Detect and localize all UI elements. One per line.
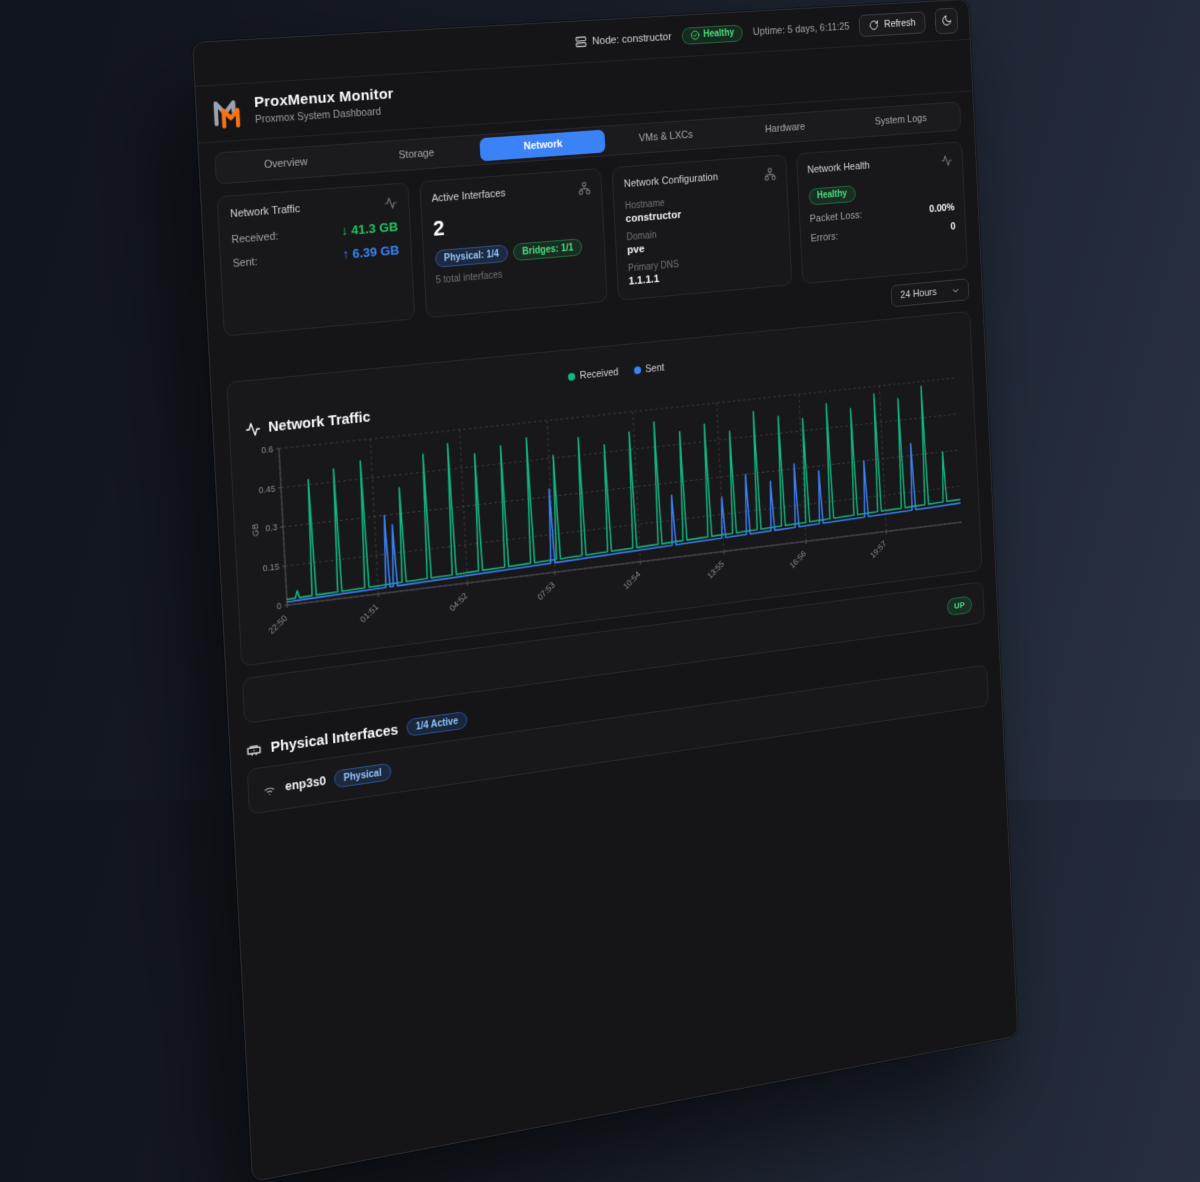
interface-name: enp3s0: [285, 774, 326, 794]
bridges-count-badge: Bridges: 1/1: [513, 238, 583, 261]
card-title: Active Interfaces: [431, 188, 506, 205]
node-label: Node: constructor: [592, 31, 672, 47]
svg-text:19:57: 19:57: [869, 539, 888, 560]
received-value: ↓ 41.3 GB: [341, 219, 398, 238]
tab-system-logs[interactable]: System Logs: [843, 105, 958, 135]
interface-type-badge: Physical: [334, 763, 391, 789]
received-dot: [568, 373, 575, 381]
chart-title: Network Traffic: [268, 409, 371, 436]
tab-hardware[interactable]: Hardware: [725, 113, 844, 144]
legend-sent: Sent: [634, 362, 665, 376]
proxmenux-logo: [211, 94, 246, 130]
svg-text:13:55: 13:55: [706, 559, 726, 581]
node-indicator: Node: constructor: [575, 30, 672, 48]
interface-count: 2: [433, 204, 593, 242]
time-range-select[interactable]: 24 Hours: [891, 278, 970, 307]
activity-icon: [245, 420, 261, 437]
network-icon: [578, 181, 591, 195]
svg-text:04:52: 04:52: [448, 591, 470, 613]
errors-label: Errors:: [810, 231, 838, 244]
tab-storage[interactable]: Storage: [351, 138, 481, 170]
active-count-badge: 1/4 Active: [406, 711, 468, 737]
health-status-badge: Healthy: [808, 185, 855, 205]
sent-dot: [634, 366, 641, 374]
dark-mode-toggle[interactable]: [934, 7, 958, 34]
card-title: Network Configuration: [624, 172, 719, 190]
up-status-badge: UP: [946, 595, 972, 616]
health-badge: Healthy: [681, 24, 743, 44]
svg-text:0: 0: [276, 601, 281, 612]
network-health-card: Network Health Healthy Packet Loss: 0.00…: [796, 141, 968, 284]
svg-text:22:50: 22:50: [267, 613, 290, 636]
refresh-button[interactable]: Refresh: [859, 11, 926, 37]
activity-icon: [383, 196, 397, 211]
svg-text:07:53: 07:53: [536, 580, 557, 602]
tab-network[interactable]: Network: [480, 130, 606, 162]
legend-received: Received: [568, 367, 619, 383]
sent-value: ↑ 6.39 GB: [342, 243, 399, 262]
card-title: Network Traffic: [230, 203, 300, 220]
activity-icon: [941, 154, 953, 168]
svg-text:0.15: 0.15: [262, 562, 279, 574]
card-title: Network Health: [807, 160, 870, 176]
check-circle-icon: [690, 30, 700, 41]
received-label: Received:: [231, 230, 278, 246]
ethernet-icon: [245, 740, 262, 759]
sent-label: Sent:: [232, 256, 257, 270]
svg-text:0.6: 0.6: [261, 444, 274, 455]
errors-value: 0: [950, 221, 955, 232]
network-configuration-card: Network Configuration Hostname construct…: [612, 154, 792, 301]
tab-overview[interactable]: Overview: [218, 147, 352, 180]
wifi-icon: [262, 781, 277, 798]
svg-text:GB: GB: [250, 523, 260, 537]
svg-text:0.45: 0.45: [258, 483, 275, 495]
svg-text:10:54: 10:54: [621, 569, 642, 591]
active-interfaces-card: Active Interfaces 2 Physical: 1/4 Bridge…: [419, 168, 608, 318]
server-icon: [575, 35, 587, 48]
dashboard-window: Node: constructor Healthy Uptime: 5 days…: [192, 0, 1018, 1182]
svg-text:0.3: 0.3: [265, 522, 277, 533]
svg-text:16:56: 16:56: [788, 549, 808, 570]
packet-loss-label: Packet Loss:: [809, 209, 862, 224]
svg-text:01:51: 01:51: [358, 602, 380, 625]
network-icon: [763, 167, 775, 181]
moon-icon: [941, 14, 952, 26]
physical-count-badge: Physical: 1/4: [434, 244, 508, 267]
tab-vms-lxcs[interactable]: VMs & LXCs: [604, 121, 726, 152]
chevron-down-icon: [951, 285, 960, 296]
uptime-label: Uptime: 5 days, 6:11:25: [753, 21, 850, 38]
packet-loss-value: 0.00%: [929, 202, 955, 215]
refresh-icon: [869, 19, 879, 31]
network-traffic-card: Network Traffic Received: ↓ 41.3 GB Sent…: [217, 182, 415, 336]
